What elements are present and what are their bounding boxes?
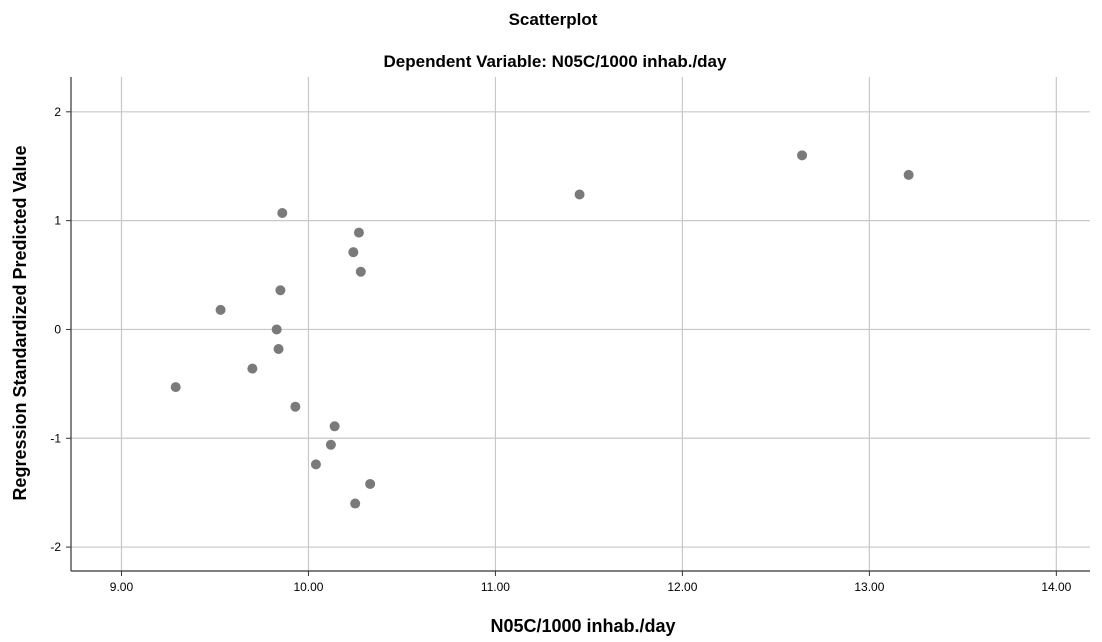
data-point — [348, 247, 359, 258]
data-point — [903, 169, 914, 180]
x-tick-label: 9.00 — [110, 580, 134, 594]
y-tick-label: 2 — [54, 105, 61, 119]
data-point — [271, 324, 282, 335]
data-point — [353, 227, 364, 238]
data-point — [170, 382, 181, 393]
x-gridlines — [120, 77, 1057, 571]
data-point — [325, 439, 336, 450]
x-tick-label: 13.00 — [854, 580, 884, 594]
data-point — [365, 478, 376, 489]
data-point — [273, 344, 284, 355]
data-points — [170, 150, 914, 509]
data-point — [350, 498, 361, 509]
x-tick-label: 14.00 — [1041, 580, 1071, 594]
y-gridlines — [71, 111, 1090, 548]
x-tick-label: 11.00 — [481, 580, 510, 594]
x-axis-label: N05C/1000 inhab./day — [490, 616, 675, 636]
data-point — [797, 150, 808, 161]
data-point — [355, 266, 366, 277]
data-point — [310, 459, 321, 470]
x-axis-ticks: 9.00 10.00 11.00 12.00 13.00 14.00 — [110, 571, 1072, 594]
data-point — [290, 401, 301, 412]
y-tick-label: -1 — [50, 431, 61, 445]
x-tick-label: 12.00 — [667, 580, 697, 594]
y-axis-ticks: 2 1 0 -1 -2 — [50, 105, 71, 554]
data-point — [277, 208, 288, 219]
data-point — [275, 285, 286, 296]
data-point — [329, 421, 340, 432]
x-tick-label: 10.00 — [293, 580, 323, 594]
y-tick-label: -2 — [50, 540, 61, 554]
data-point — [574, 189, 585, 200]
y-tick-label: 0 — [54, 322, 61, 336]
y-tick-label: 1 — [54, 214, 61, 228]
y-axis-label: Regression Standardized Predicted Value — [10, 145, 30, 500]
chart-title: Scatterplot — [509, 10, 598, 29]
data-point — [215, 304, 226, 315]
chart-subtitle: Dependent Variable: N05C/1000 inhab./day — [384, 52, 728, 71]
data-point — [247, 363, 258, 374]
